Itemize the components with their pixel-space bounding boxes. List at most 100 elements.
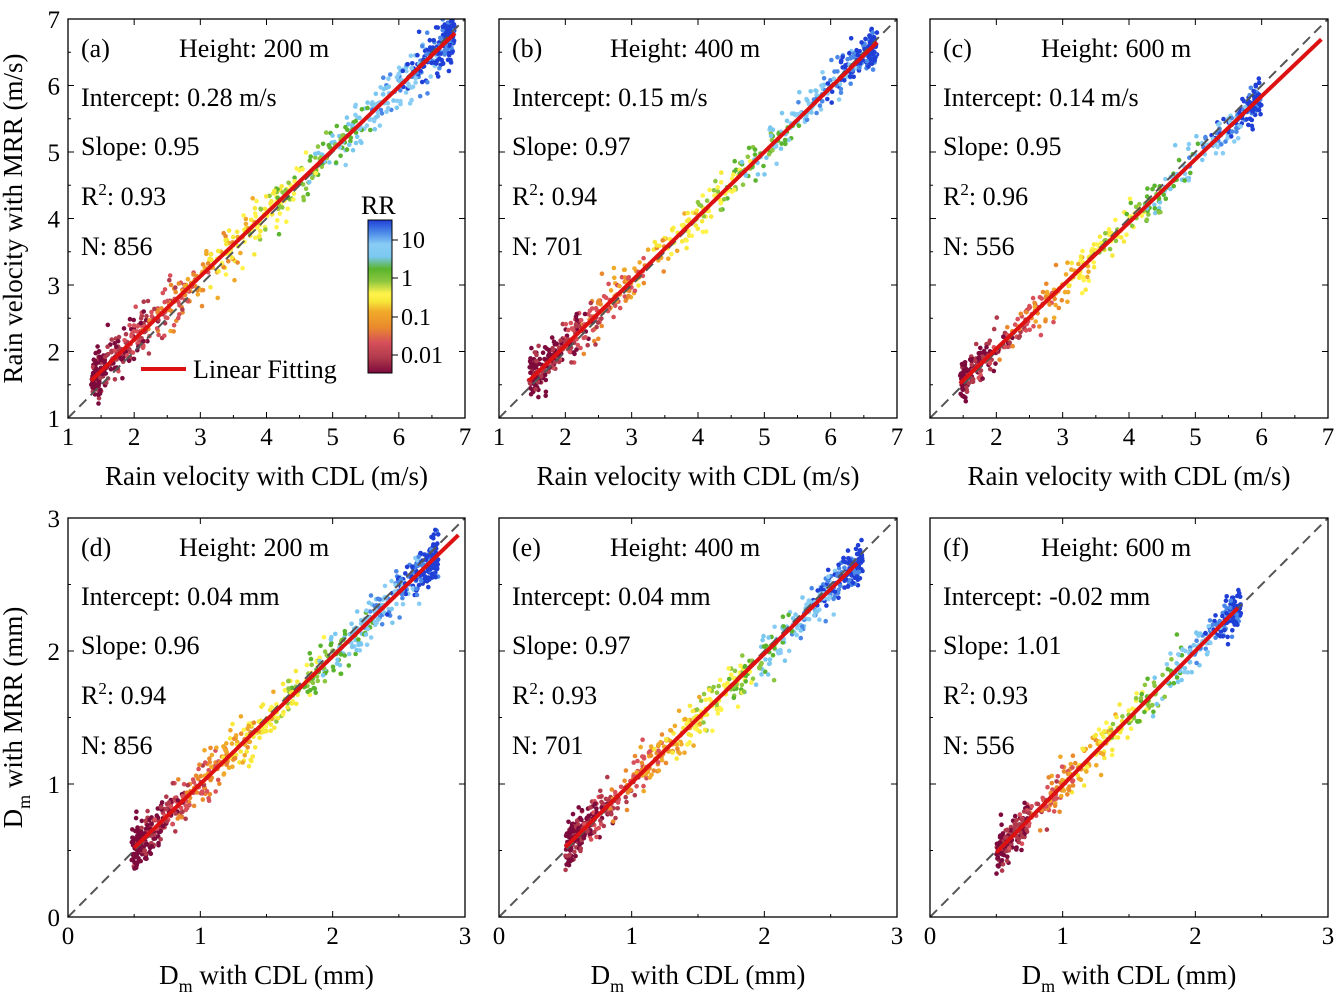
data-point (1053, 302, 1058, 308)
data-point (385, 106, 391, 111)
data-point (577, 842, 582, 847)
data-point (874, 30, 880, 35)
data-point (94, 360, 99, 366)
data-point (145, 808, 150, 814)
y-tick-label: 6 (48, 74, 61, 101)
data-point (753, 178, 758, 183)
data-point (317, 655, 322, 661)
data-point (200, 797, 206, 802)
data-point (294, 701, 299, 707)
data-point (590, 327, 596, 333)
data-point (636, 283, 641, 288)
data-point (1100, 751, 1106, 757)
data-point (127, 346, 132, 352)
data-point (770, 147, 775, 153)
data-point (701, 691, 707, 697)
r2-superscript: 2 (960, 679, 969, 698)
data-point (1187, 659, 1193, 665)
data-point (1023, 328, 1029, 333)
data-point (448, 57, 453, 63)
data-point (643, 771, 649, 777)
data-point (585, 828, 590, 834)
data-point (612, 275, 617, 281)
data-point (394, 601, 399, 607)
data-point (687, 703, 693, 709)
data-point (242, 752, 247, 758)
data-point (1051, 315, 1057, 321)
data-point (969, 362, 975, 368)
data-point (308, 656, 314, 662)
data-point (1065, 260, 1070, 266)
data-point (285, 704, 290, 710)
data-point (666, 256, 671, 262)
data-point (1044, 281, 1049, 287)
r2-symbol: R (512, 681, 530, 710)
data-point (143, 818, 148, 824)
data-point (625, 790, 631, 795)
data-point (263, 724, 269, 729)
data-point (825, 81, 831, 86)
data-point (976, 355, 981, 361)
data-point (264, 728, 269, 734)
fit-line (563, 561, 859, 849)
data-point (578, 345, 583, 351)
height-label: Height: 200 m (179, 533, 329, 562)
panel-label: (f) (943, 533, 969, 562)
data-point (699, 219, 705, 224)
data-point (279, 184, 285, 189)
data-point (445, 32, 451, 38)
data-point (682, 750, 687, 755)
data-point (856, 569, 861, 575)
data-point (730, 172, 736, 177)
data-point (277, 211, 283, 216)
data-point (697, 721, 703, 726)
data-point (1168, 651, 1173, 656)
data-point (840, 54, 845, 60)
data-point (289, 701, 295, 706)
data-point (1152, 206, 1158, 211)
data-point (342, 653, 348, 658)
data-point (537, 356, 543, 362)
data-point (406, 81, 411, 87)
data-point (574, 818, 580, 823)
data-point (732, 668, 738, 674)
data-point (232, 277, 237, 283)
data-point (384, 85, 390, 90)
data-point (569, 326, 575, 331)
data-point (660, 238, 665, 243)
data-point (334, 123, 340, 129)
data-point (129, 333, 134, 339)
data-point (1251, 88, 1256, 94)
data-point (263, 227, 268, 232)
data-point (843, 577, 849, 582)
data-point (1216, 122, 1221, 127)
data-point (313, 690, 319, 695)
data-point (260, 702, 266, 707)
data-point (216, 269, 221, 274)
x-tick-label: 6 (1255, 424, 1268, 451)
data-point (615, 806, 620, 811)
data-point (146, 351, 152, 356)
data-point (569, 846, 574, 851)
data-point (305, 191, 311, 197)
x-axis-label-rest: with CDL (mm) (1055, 960, 1236, 990)
data-point (394, 105, 400, 111)
data-point (1070, 753, 1076, 758)
data-point (1103, 231, 1108, 236)
data-point (347, 142, 352, 148)
data-point (849, 573, 854, 578)
data-point (1085, 274, 1090, 280)
data-point (170, 780, 176, 786)
data-point (608, 810, 614, 815)
data-point (658, 739, 663, 745)
data-point (182, 283, 188, 289)
data-point (798, 628, 803, 633)
data-point (308, 154, 314, 159)
data-point (793, 612, 798, 617)
data-point (145, 822, 150, 828)
data-point (708, 214, 714, 219)
data-point (825, 567, 831, 573)
data-point (108, 366, 114, 372)
data-point (964, 368, 969, 374)
data-point (408, 53, 414, 59)
